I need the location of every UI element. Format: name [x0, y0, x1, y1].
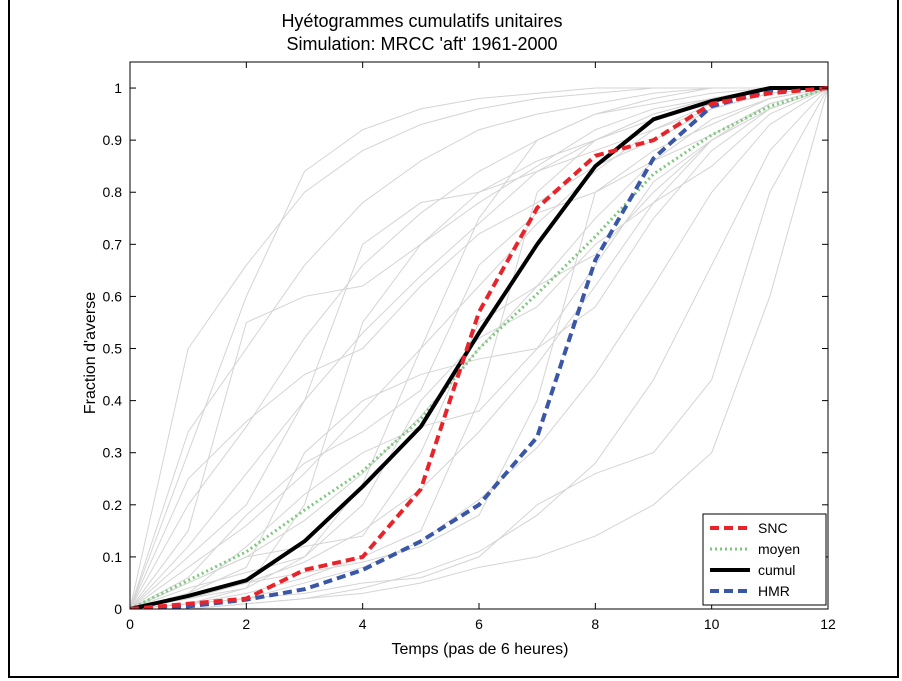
chart-subtitle: Simulation: MRCC 'aft' 1961-2000: [286, 34, 557, 54]
legend-label-cumul: cumul: [758, 562, 795, 578]
x-tick-label: 4: [359, 616, 367, 632]
x-axis-label: Temps (pas de 6 heures): [392, 641, 569, 658]
y-tick-label: 0.9: [103, 132, 123, 148]
plot-area: 0 2 4 6 8 10 12 0 0.1 0.2 0.3 0.4 0.5 0.6 0.7 0.8 0.9 1: [103, 61, 836, 632]
background-series-line: [130, 87, 828, 609]
y-tick-label: 0.3: [103, 445, 123, 461]
x-tick-label: 12: [820, 616, 836, 632]
y-tick-label: 0.7: [103, 236, 123, 252]
figure-frame: Hyétogrammes cumulatifs unitaires Simula…: [8, 0, 899, 678]
background-series-line: [130, 87, 828, 609]
background-series-line: [130, 87, 828, 609]
background-series-line: [130, 87, 828, 609]
legend-label-snc: SNC: [758, 520, 788, 536]
y-tick-label: 0.5: [103, 341, 123, 357]
line-chart: Hyétogrammes cumulatifs unitaires Simula…: [82, 11, 836, 658]
legend-box: [702, 513, 827, 606]
legend: SNC moyen cumul HMR: [702, 513, 827, 606]
y-tick-label: 0.4: [103, 393, 123, 409]
y-tick-label: 0.2: [103, 497, 123, 513]
x-tick-label: 6: [475, 616, 483, 632]
y-tick-label: 0.8: [103, 184, 123, 200]
background-series-line: [130, 87, 828, 609]
background-series-line: [130, 87, 828, 609]
x-tick-label: 10: [704, 616, 720, 632]
x-tick-label: 8: [591, 616, 599, 632]
background-series-line: [130, 87, 828, 609]
series-line-moyen: [130, 86, 828, 609]
chart-title: Hyétogrammes cumulatifs unitaires: [281, 11, 562, 31]
legend-label-hmr: HMR: [758, 583, 790, 599]
x-tick-label: 0: [126, 616, 134, 632]
x-axis: 0 2 4 6 8 10 12: [126, 62, 836, 632]
y-tick-label: 0: [114, 601, 122, 617]
series-line-cumul: [130, 86, 828, 609]
y-tick-label: 0.6: [103, 288, 123, 304]
legend-label-moyen: moyen: [758, 541, 800, 557]
background-series-line: [130, 87, 828, 609]
y-tick-label: 0.1: [103, 549, 123, 565]
background-series-line: [130, 87, 828, 609]
series-line-snc: [130, 86, 828, 609]
y-axis-label: Fraction d'averse: [82, 292, 99, 414]
y-tick-label: 1: [114, 80, 122, 96]
y-axis: 0 0.1 0.2 0.3 0.4 0.5 0.6 0.7 0.8 0.9 1: [103, 80, 828, 617]
main-series-group: [130, 86, 828, 609]
x-tick-label: 2: [242, 616, 250, 632]
